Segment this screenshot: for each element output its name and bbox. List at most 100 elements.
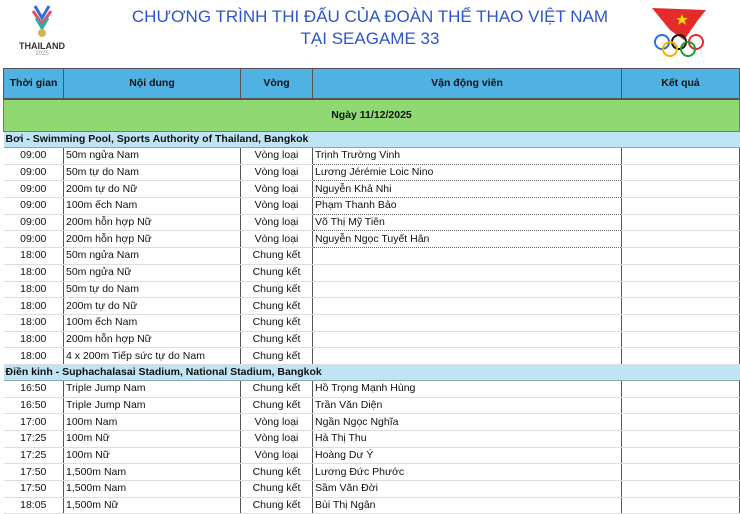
schedule-table: Thời gian Nội dung Vòng Vận động viên Kế…	[3, 68, 740, 514]
time-cell: 18:00	[3, 247, 64, 265]
table-row: 17:50 1,500m Nam Chung kết Lương Đức Phước	[3, 463, 740, 482]
round-cell: Vòng loại	[240, 413, 313, 431]
col-header-event: Nội dung	[63, 68, 241, 100]
round-cell: Vòng loại	[240, 180, 313, 199]
event-cell: 50m ngửa Nam	[63, 247, 241, 265]
event-cell: 1,500m Nữ	[63, 497, 241, 514]
table-row: 16:50 Triple Jump Nam Chung kết Hồ Trọng Mạ…	[3, 380, 740, 398]
title-line-1: CHƯƠNG TRÌNH THI ĐẤU CỦA ĐOÀN THỂ THAO V…	[131, 7, 609, 26]
round-cell: Vòng loại	[240, 197, 313, 215]
event-cell: 50m tự do Nam	[63, 281, 241, 299]
result-cell	[621, 497, 740, 514]
event-cell: 4 x 200m Tiếp sức tự do Nam	[63, 347, 241, 365]
event-cell: 1,500m Nam	[63, 463, 241, 482]
table-row: 17:25 100m Nữ Vòng loại Hà Thị Thu	[3, 430, 740, 448]
event-cell: 50m tự do Nam	[63, 164, 241, 182]
round-cell: Vòng loại	[240, 430, 313, 448]
table-row: 09:00 50m ngửa Nam Vòng loại Trịnh Trường V…	[3, 147, 740, 165]
result-cell	[621, 314, 740, 332]
event-cell: 100m Nam	[63, 413, 241, 431]
time-cell: 09:00	[3, 197, 64, 215]
result-cell	[621, 164, 740, 182]
round-cell: Chung kết	[240, 281, 313, 299]
athlete-cell	[312, 264, 622, 282]
table-row: 18:00 100m ếch Nam Chung kết	[3, 314, 740, 332]
result-cell	[621, 480, 740, 498]
round-cell: Chung kết	[240, 331, 313, 349]
col-header-round: Vòng	[240, 68, 313, 100]
event-cell: 1,500m Nam	[63, 480, 241, 498]
round-cell: Chung kết	[240, 264, 313, 282]
athlete-cell: Bùi Thị Ngân	[312, 497, 622, 514]
time-cell: 09:00	[3, 180, 64, 199]
section-title: Điền kinh - Suphachalasai Stadium, Natio…	[3, 363, 740, 381]
table-row: 17:25 100m Nữ Vòng loại Hoàng Dư Ý	[3, 447, 740, 465]
title-line-2: TẠI SEAGAME 33	[300, 29, 440, 48]
result-cell	[621, 147, 740, 165]
event-cell: 100m Nữ	[63, 430, 241, 448]
result-cell	[621, 214, 740, 232]
athlete-cell: Phạm Thanh Bảo	[312, 197, 622, 215]
round-cell: Chung kết	[240, 463, 313, 482]
athlete-cell: Sầm Văn Đời	[312, 480, 622, 498]
page-title: CHƯƠNG TRÌNH THI ĐẤU CỦA ĐOÀN THỂ THAO V…	[60, 6, 680, 50]
time-cell: 18:00	[3, 347, 64, 365]
time-cell: 18:00	[3, 314, 64, 332]
round-cell: Chung kết	[240, 497, 313, 514]
round-cell: Chung kết	[240, 347, 313, 365]
flag-olympic-rings-icon	[652, 8, 706, 57]
table-row: 18:00 200m tự do Nữ Chung kết	[3, 297, 740, 315]
table-row: 18:05 1,500m Nữ Chung kết Bùi Thị Ngân	[3, 497, 740, 514]
time-cell: 17:50	[3, 480, 64, 498]
table-row: 16:50 Triple Jump Nam Chung kết Trần Văn Di…	[3, 397, 740, 415]
round-cell: Chung kết	[240, 397, 313, 415]
section-title: Bơi - Swimming Pool, Sports Authority of…	[3, 131, 740, 148]
col-header-time: Thời gian	[3, 68, 64, 100]
round-cell: Vòng loại	[240, 147, 313, 165]
event-cell: 50m ngửa Nữ	[63, 264, 241, 282]
event-cell: 200m hỗn hợp Nữ	[63, 331, 241, 349]
time-cell: 18:00	[3, 281, 64, 299]
table-row: 17:00 100m Nam Vòng loại Ngần Ngọc Nghĩa	[3, 413, 740, 431]
table-row: 18:00 50m tự do Nam Chung kết	[3, 281, 740, 299]
time-cell: 18:00	[3, 264, 64, 282]
athlete-cell: Trịnh Trường Vinh	[312, 147, 622, 165]
table-row: 09:00 200m hỗn hợp Nữ Vòng loại Nguyễn Ngọc…	[3, 230, 740, 249]
athlete-cell	[312, 247, 622, 265]
time-cell: 17:50	[3, 463, 64, 482]
athlete-cell: Hà Thị Thu	[312, 430, 622, 448]
athlete-cell: Nguyễn Ngọc Tuyết Hân	[312, 230, 622, 249]
round-cell: Chung kết	[240, 380, 313, 398]
result-cell	[621, 413, 740, 431]
athlete-cell: Lương Đức Phước	[312, 463, 622, 482]
table-row: 09:00 200m tự do Nữ Vòng loại Nguyễn Khả Nh…	[3, 180, 740, 199]
time-cell: 18:00	[3, 331, 64, 349]
result-cell	[621, 331, 740, 349]
result-cell	[621, 380, 740, 398]
event-cell: 200m tự do Nữ	[63, 297, 241, 315]
col-header-athlete: Vận động viên	[312, 68, 622, 100]
time-cell: 16:50	[3, 380, 64, 398]
time-cell: 18:05	[3, 497, 64, 514]
time-cell: 17:25	[3, 430, 64, 448]
table-row: 18:00 50m ngửa Nữ Chung kết	[3, 264, 740, 282]
event-cell: 200m tự do Nữ	[63, 180, 241, 199]
result-cell	[621, 397, 740, 415]
result-cell	[621, 430, 740, 448]
table-row: 09:00 200m hỗn hợp Nữ Vòng loại Võ Thị Mỹ T…	[3, 214, 740, 232]
col-header-result: Kết quả	[621, 68, 740, 100]
logo-year: 2025	[35, 51, 49, 57]
thailand-2025-logo: THAILAND 2025	[12, 4, 72, 60]
result-cell	[621, 180, 740, 199]
time-cell: 09:00	[3, 230, 64, 249]
athlete-cell: Hồ Trọng Mạnh Hùng	[312, 380, 622, 398]
event-cell: 100m Nữ	[63, 447, 241, 465]
athlete-cell: Lương Jérémie Loic Nino	[312, 164, 622, 182]
event-cell: Triple Jump Nam	[63, 397, 241, 415]
result-cell	[621, 297, 740, 315]
round-cell: Chung kết	[240, 247, 313, 265]
logo-text: THAILAND	[19, 41, 65, 51]
result-cell	[621, 264, 740, 282]
time-cell: 09:00	[3, 147, 64, 165]
result-cell	[621, 347, 740, 365]
